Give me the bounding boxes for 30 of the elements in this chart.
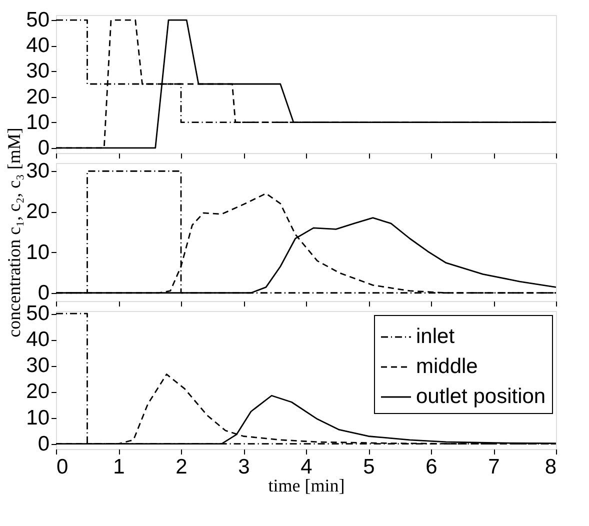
y-tick-label: 20 <box>26 200 50 224</box>
y-tick-label: 30 <box>26 160 50 183</box>
y-axis-title: concentration c₁, c₂, c₃ [mM] <box>4 128 24 338</box>
y-tick-label: 50 <box>26 8 50 32</box>
y-tick-label: 50 <box>26 302 50 326</box>
x-tick-label: 5 <box>363 456 375 478</box>
x-tick-label: 7 <box>488 456 500 478</box>
legend-label: outlet position <box>416 385 546 408</box>
x-tick-label: 4 <box>300 456 313 478</box>
y-tick-label: 40 <box>26 328 50 352</box>
x-tick-label: 0 <box>56 456 68 478</box>
y-tick-label: 20 <box>26 380 50 404</box>
y-tick-label: 10 <box>26 240 50 264</box>
x-tick-label: 2 <box>176 456 188 478</box>
y-tick-label: 20 <box>26 85 50 108</box>
x-tick-label: 6 <box>426 456 438 478</box>
y-tick-label: 40 <box>26 34 50 58</box>
y-tick-label: 30 <box>26 354 50 378</box>
y-tick-label: 10 <box>26 110 50 134</box>
legend-label: inlet <box>416 325 455 348</box>
y-tick-label: 0 <box>38 432 50 456</box>
x-tick-label: 8 <box>544 456 556 478</box>
x-tick-label: 1 <box>113 456 125 478</box>
legend-label: middle <box>416 355 478 378</box>
y-tick-label: 0 <box>38 136 50 160</box>
y-tick-label: 30 <box>26 60 50 83</box>
x-axis-title: time [min] <box>268 476 345 496</box>
x-tick-label: 3 <box>238 456 250 478</box>
y-tick-label: 0 <box>38 281 50 304</box>
y-tick-label: 10 <box>26 406 50 430</box>
